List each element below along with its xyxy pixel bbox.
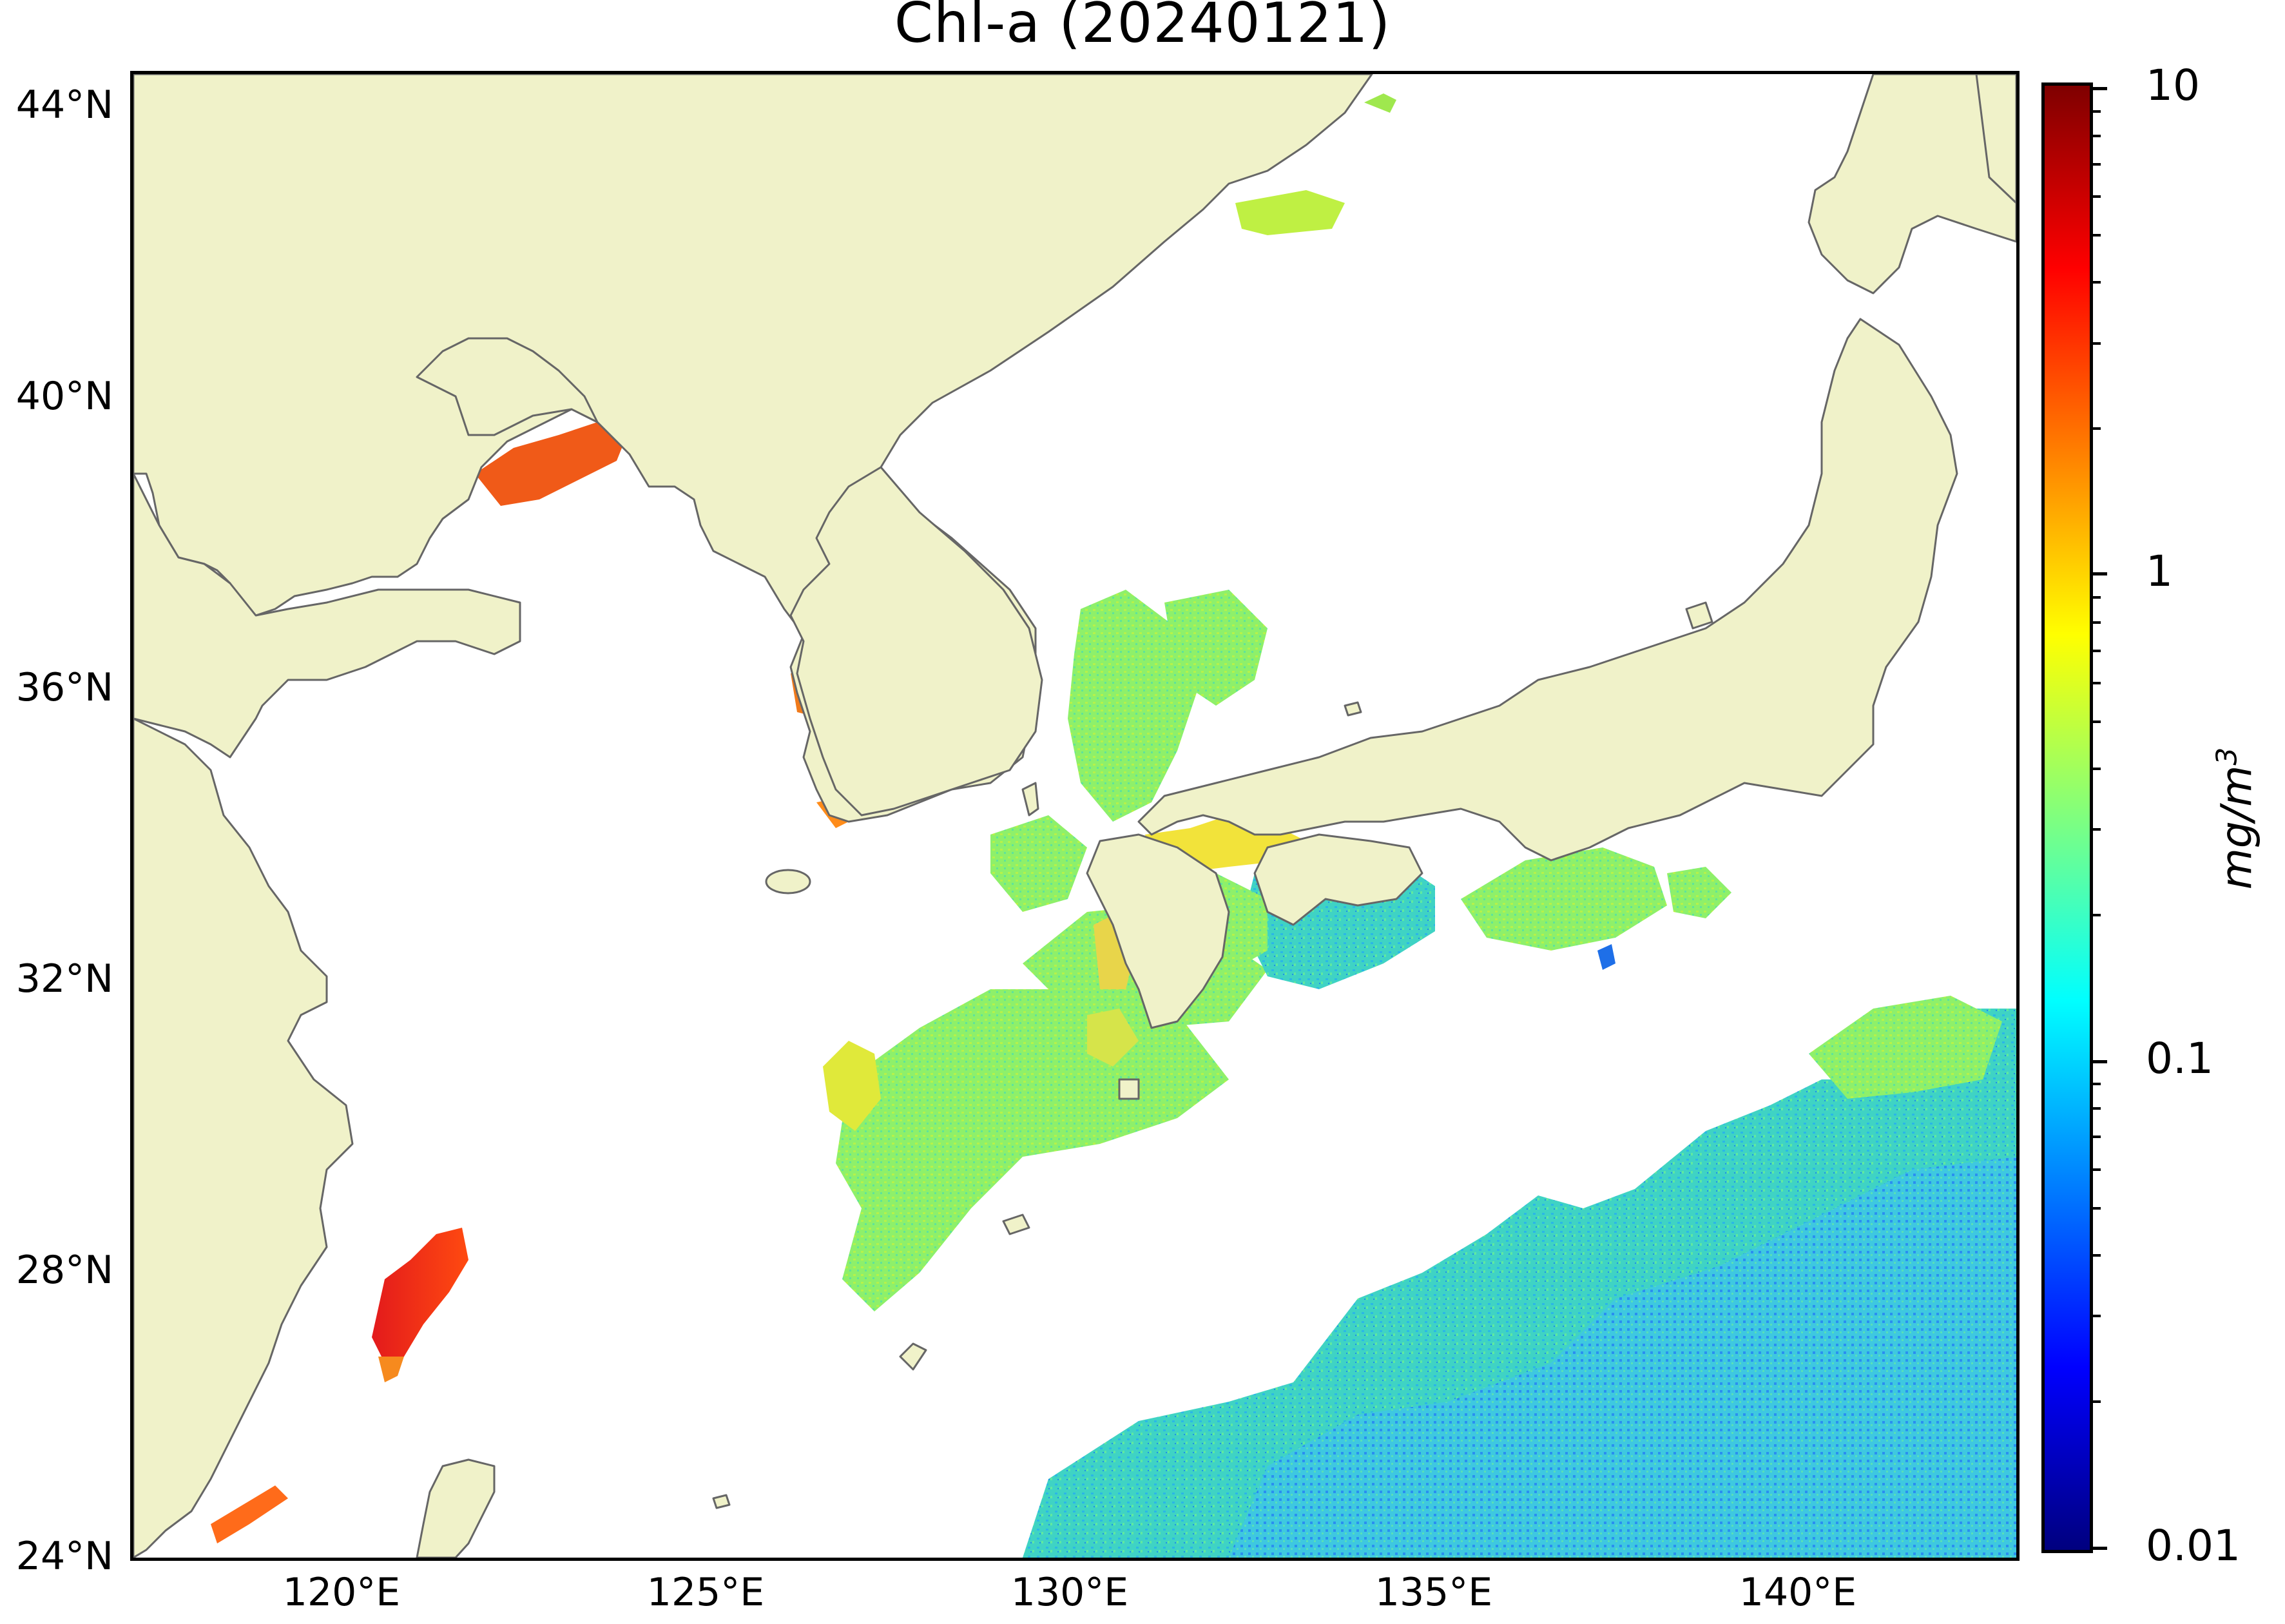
chlorophyll-layer <box>178 93 2016 1558</box>
okinawa-island <box>899 1342 927 1371</box>
map-title: Chl-a (20240121) <box>894 0 1391 55</box>
colorbar-minor-tick <box>2093 1168 2101 1171</box>
colorbar-tick-10 <box>2093 87 2107 90</box>
chl-hokkaido-tip <box>1364 93 1396 113</box>
chl-tokai-patch <box>1667 867 1731 918</box>
colorbar-minor-tick <box>2093 649 2101 652</box>
oki-island <box>1344 701 1362 717</box>
asian-mainland <box>133 74 1373 823</box>
chl-ne-patch <box>1809 996 2002 1099</box>
colorbar-tick-0.1 <box>2093 1060 2107 1063</box>
colorbar-minor-tick <box>2093 162 2101 166</box>
honshu <box>1137 318 1958 862</box>
sado-island <box>1685 601 1713 630</box>
lon-label-140: 140°E <box>1739 1570 1857 1615</box>
colorbar-minor-tick <box>2093 1206 2101 1210</box>
colorbar <box>2041 82 2093 1553</box>
lat-label-44: 44°N <box>15 82 113 128</box>
colorbar-minor-tick <box>2093 234 2101 237</box>
chl-cheju-east <box>823 1041 881 1131</box>
tsushima-island <box>1021 782 1039 817</box>
colorbar-minor-tick <box>2093 342 2101 345</box>
miyako-island <box>712 1494 731 1509</box>
taiwan <box>416 1458 496 1558</box>
chl-japan-sea-2 <box>1164 590 1268 706</box>
jeju-island <box>765 869 811 894</box>
colorbar-minor-tick <box>2093 1253 2101 1257</box>
colorbar-minor-tick <box>2093 135 2101 138</box>
shikoku <box>1253 833 1423 926</box>
lon-label-120: 120°E <box>282 1570 401 1615</box>
chl-kagoshima <box>1087 1009 1139 1067</box>
colorbar-minor-tick <box>2093 281 2101 284</box>
yakushima-island <box>1118 1078 1140 1100</box>
kyushu <box>1086 833 1230 1029</box>
colorbar-minor-tick <box>2093 110 2101 113</box>
colorbar-minor-tick <box>2093 195 2101 198</box>
liaodong-peninsula <box>416 337 599 436</box>
colorbar-minor-tick <box>2093 427 2101 430</box>
hokkaido <box>1808 74 2016 295</box>
china-coast <box>133 717 354 1558</box>
colorbar-tick-1 <box>2093 572 2107 575</box>
colorbar-minor-tick <box>2093 682 2101 685</box>
colorbar-minor-tick <box>2093 1107 2101 1110</box>
colorbar-minor-tick <box>2093 914 2101 917</box>
korea-peninsula <box>789 466 1043 817</box>
land-layer <box>133 74 2016 1558</box>
sakhalin <box>1975 74 2016 204</box>
chl-japan-sea <box>1068 590 1197 822</box>
chl-open-ocean-deep <box>1229 1157 2016 1558</box>
chl-fujian <box>211 1485 288 1543</box>
colorbar-minor-tick <box>2093 1082 2101 1085</box>
colorbar-minor-tick <box>2093 767 2101 770</box>
colorbar-unit-label: mg/m3 <box>2210 747 2262 890</box>
chl-honshu-south <box>1461 847 1667 951</box>
shandong <box>133 472 521 759</box>
lat-label-36: 36°N <box>15 665 113 710</box>
lon-label-135: 135°E <box>1374 1570 1493 1615</box>
colorbar-minor-tick <box>2093 1136 2101 1139</box>
colorbar-minor-tick <box>2093 1314 2101 1317</box>
lat-label-40: 40°N <box>15 374 113 419</box>
chl-zhejiang <box>372 1228 468 1363</box>
colorbar-label-0.1: 0.1 <box>2146 1034 2213 1083</box>
colorbar-minor-tick <box>2093 720 2101 723</box>
map-panel <box>130 71 2020 1561</box>
colorbar-tick-0.01 <box>2093 1547 2107 1550</box>
chl-liaodong <box>475 422 630 506</box>
lat-label-32: 32°N <box>15 956 113 1001</box>
chl-kii-south <box>1597 944 1615 970</box>
chl-tsushima <box>990 815 1087 912</box>
colorbar-label-10: 10 <box>2146 61 2200 110</box>
colorbar-minor-tick <box>2093 828 2101 831</box>
colorbar-minor-tick <box>2093 1400 2101 1403</box>
lat-label-24: 24°N <box>15 1534 113 1579</box>
colorbar-label-1: 1 <box>2146 546 2173 596</box>
map-canvas <box>133 74 2016 1558</box>
lon-label-130: 130°E <box>1010 1570 1129 1615</box>
colorbar-minor-tick <box>2093 596 2101 599</box>
chl-ecs-belt <box>836 989 1229 1311</box>
colorbar-label-0.01: 0.01 <box>2146 1521 2241 1571</box>
colorbar-minor-tick <box>2093 621 2101 624</box>
lat-label-28: 28°N <box>15 1248 113 1293</box>
chl-vladivostok <box>1235 190 1345 235</box>
lon-label-125: 125°E <box>646 1570 765 1615</box>
chl-zhejiang-2 <box>378 1357 404 1382</box>
amami-island <box>1002 1213 1030 1235</box>
